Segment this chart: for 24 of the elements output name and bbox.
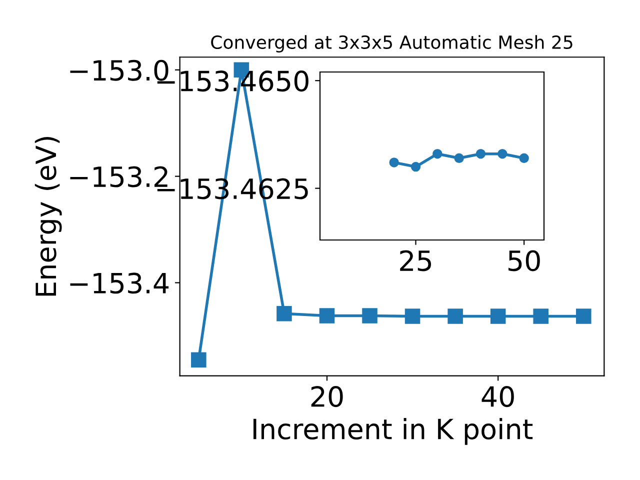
x-tick-label: 40 — [482, 386, 514, 408]
chart-title: Converged at 3x3x5 Automatic Mesh 25 — [211, 35, 572, 53]
point — [389, 158, 399, 168]
point — [498, 148, 508, 159]
point — [432, 148, 442, 159]
point — [404, 308, 420, 324]
y-axis-title: Energy (eV) — [34, 136, 62, 296]
point — [519, 153, 529, 164]
x-tick-label: 25 — [400, 250, 431, 272]
point — [362, 308, 378, 324]
point — [276, 306, 292, 322]
point — [448, 308, 463, 324]
point — [454, 153, 464, 164]
point — [476, 148, 486, 159]
x-tick-label: 20 — [311, 386, 343, 408]
y-tick-label: −153.4 — [70, 272, 169, 294]
point — [533, 308, 548, 324]
point — [191, 352, 206, 368]
point — [319, 308, 335, 324]
point — [490, 308, 506, 324]
x-axis-title: Increment in K point — [253, 418, 533, 445]
x-tick-label: 50 — [508, 250, 540, 272]
point — [576, 308, 592, 324]
point — [410, 162, 421, 172]
